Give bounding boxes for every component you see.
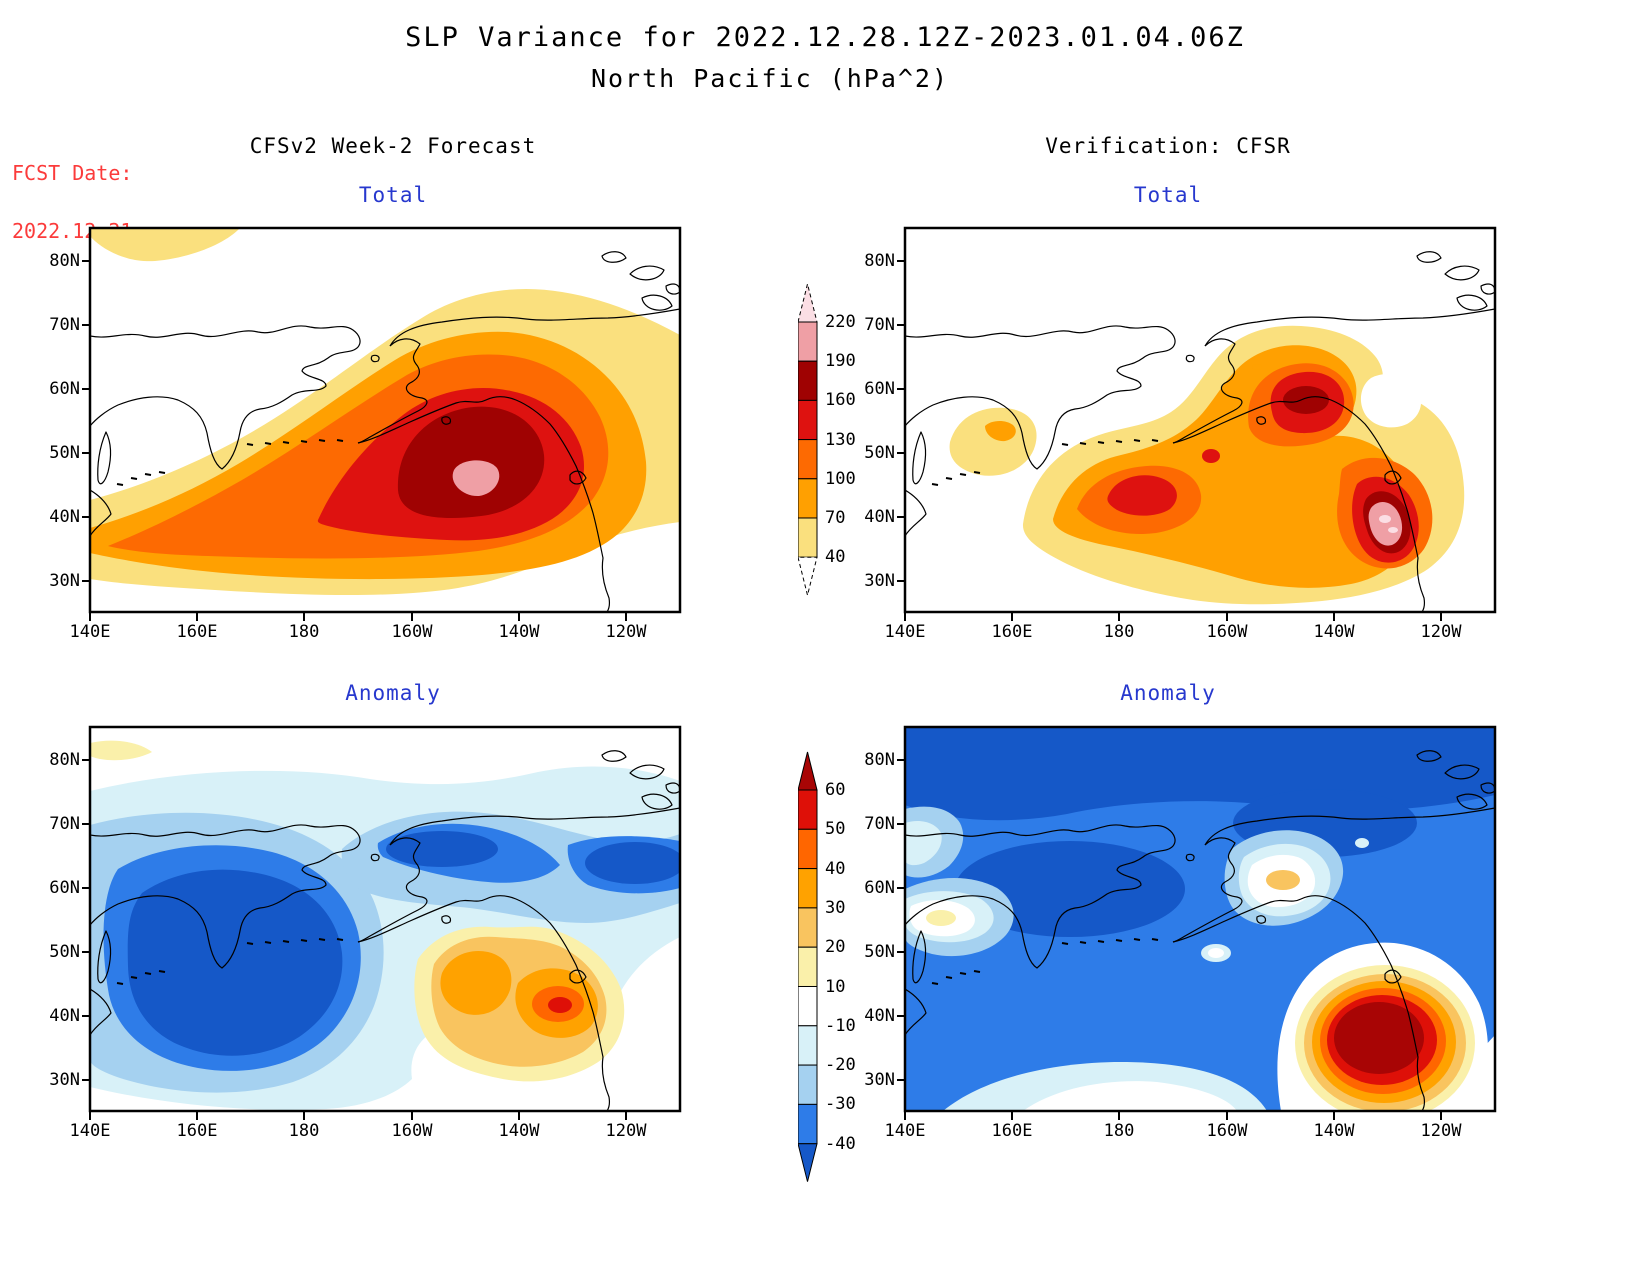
colorbar-tick-label: 20 xyxy=(825,937,846,958)
y-tick-label: 50N xyxy=(49,942,80,962)
y-tick-label: 70N xyxy=(864,315,895,335)
colorbar-svg xyxy=(797,283,818,596)
x-tick-label: 140E xyxy=(69,1121,111,1141)
map-svg xyxy=(897,725,1497,1120)
x-tick-label: 140E xyxy=(884,1121,926,1141)
page-title: SLP Variance for 2022.12.28.12Z-2023.01.… xyxy=(405,22,1245,53)
x-tick-label: 160W xyxy=(391,1121,433,1141)
map-forecast-anomaly: 140E 160E 180 160W 140W 120W 80N 70N 60N 50N 40N 30… xyxy=(49,725,682,1141)
column-header-forecast: CFSv2 Week-2 Forecast xyxy=(249,134,537,158)
y-tick-label: 60N xyxy=(49,878,80,898)
colorbar-tick-label: 60 xyxy=(825,780,846,800)
subtitle-verification-total: Total xyxy=(1133,183,1203,207)
x-tick-label: 120W xyxy=(605,622,647,642)
x-tick-label: 160W xyxy=(1206,1121,1248,1141)
colorbar-tick-label: -40 xyxy=(825,1133,856,1154)
colorbar-tick-label: 220 xyxy=(825,312,856,332)
x-tick-label: 140W xyxy=(498,1121,540,1141)
map-svg xyxy=(82,226,682,621)
colorbar-tick-label: 30 xyxy=(825,897,846,918)
page-subtitle: North Pacific (hPa^2) xyxy=(590,64,950,93)
colorbar-tick-label: -20 xyxy=(825,1055,856,1076)
map-verification-total: 140E 160E 180 160W 140W 120W 80N 70N 60N 50N 40N 30… xyxy=(864,226,1497,642)
x-tick-label: 180 xyxy=(288,1121,320,1141)
colorbar-tick-label: 160 xyxy=(825,390,856,411)
colorbar-tick-label: 50 xyxy=(825,819,846,840)
subtitle-verification-anomaly: Anomaly xyxy=(1120,681,1216,705)
y-tick-label: 70N xyxy=(49,315,80,335)
x-tick-label: 180 xyxy=(288,622,320,642)
colorbar-anomaly: 60 50 40 30 20 10 -10 -20 -30 -40 xyxy=(797,745,888,1185)
x-tick-label: 180 xyxy=(1103,622,1135,642)
x-tick-label: 160E xyxy=(176,1121,218,1141)
x-tick-label: 180 xyxy=(1103,1121,1135,1141)
colorbar-svg xyxy=(797,751,818,1182)
x-tick-label: 140E xyxy=(69,622,111,642)
x-tick-label: 140W xyxy=(498,622,540,642)
y-tick-label: 30N xyxy=(49,571,80,591)
y-tick-label: 70N xyxy=(864,814,895,834)
y-tick-label: 40N xyxy=(49,507,80,527)
x-tick-label: 140E xyxy=(884,622,926,642)
y-tick-label: 80N xyxy=(864,750,895,770)
y-tick-label: 60N xyxy=(864,379,895,399)
fcst-date-label: FCST Date: xyxy=(12,161,133,185)
colorbar-tick-label: 130 xyxy=(825,429,856,450)
x-tick-label: 140W xyxy=(1313,622,1355,642)
subtitle-forecast-total: Total xyxy=(358,183,428,207)
subtitle-forecast-anomaly: Anomaly xyxy=(345,681,441,705)
colorbar-tick-label: 70 xyxy=(825,508,846,528)
map-svg xyxy=(82,725,682,1120)
y-tick-label: 60N xyxy=(49,379,80,399)
y-tick-label: 80N xyxy=(49,750,80,770)
x-tick-label: 120W xyxy=(1420,622,1462,642)
map-verification-anomaly: 140E 160E 180 160W 140W 120W 80N 70N 60N 50N 40N 30… xyxy=(864,725,1497,1141)
y-tick-label: 40N xyxy=(49,1006,80,1026)
y-tick-label: 70N xyxy=(49,814,80,834)
colorbar-tick-label: 40 xyxy=(825,547,846,568)
x-tick-label: 160W xyxy=(391,622,433,642)
x-tick-label: 160E xyxy=(176,622,218,642)
y-tick-label: 50N xyxy=(864,942,895,962)
colorbar-tick-label: 100 xyxy=(825,468,856,489)
y-tick-label: 50N xyxy=(49,443,80,463)
map-svg xyxy=(897,226,1497,621)
y-tick-label: 40N xyxy=(864,1006,895,1026)
colorbar-tick-label: 10 xyxy=(825,976,846,997)
colorbar-tick-label: 190 xyxy=(825,351,856,372)
y-tick-label: 30N xyxy=(49,1070,80,1090)
y-tick-label: 30N xyxy=(864,1070,895,1090)
colorbar-tick-label: 40 xyxy=(825,858,846,879)
map-forecast-total: 140E 160E 180 160W 140W 120W 80N 70N 60N 50N 40N 30… xyxy=(49,226,682,642)
y-tick-label: 50N xyxy=(864,443,895,463)
x-tick-label: 140W xyxy=(1313,1121,1355,1141)
x-tick-label: 160E xyxy=(991,1121,1033,1141)
x-tick-label: 120W xyxy=(605,1121,647,1141)
colorbar-total: 220 190 160 130 100 70 40 xyxy=(797,280,888,610)
y-tick-label: 30N xyxy=(864,571,895,591)
x-tick-label: 160E xyxy=(991,622,1033,642)
colorbar-tick-label: -30 xyxy=(825,1094,856,1115)
x-tick-label: 120W xyxy=(1420,1121,1462,1141)
x-tick-label: 160W xyxy=(1206,622,1248,642)
y-tick-label: 80N xyxy=(49,251,80,271)
column-header-verification: Verification: CFSR xyxy=(1045,134,1291,158)
y-tick-label: 60N xyxy=(864,878,895,898)
colorbar-tick-label: -10 xyxy=(825,1015,856,1036)
y-tick-label: 40N xyxy=(864,507,895,527)
y-tick-label: 80N xyxy=(864,251,895,271)
